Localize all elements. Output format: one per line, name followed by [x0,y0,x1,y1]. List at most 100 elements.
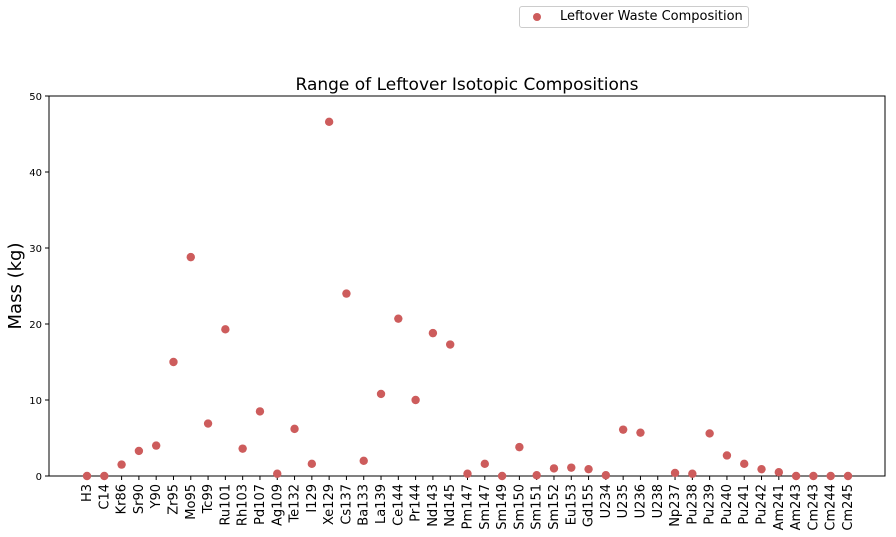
data-point [290,424,299,434]
x-tick-label: Cm244 [824,484,839,531]
data-point [324,117,334,127]
data-point [584,464,593,474]
x-tick-label: Sm151 [530,484,545,530]
x-tick-label: Sr90 [132,484,147,514]
x-tick-label: H3 [80,484,95,502]
data-point [636,428,645,437]
data-point [567,463,576,472]
y-tick-label: 50 [29,92,42,103]
data-point [688,469,697,478]
data-point [342,289,351,298]
data-point [722,451,732,460]
x-tick-label: U235 [616,484,631,518]
y-tick-label: 20 [29,320,42,331]
x-tick-label: Pd107 [253,484,268,525]
x-tick-label: Xe129 [322,484,337,525]
y-tick-label: 40 [29,168,42,179]
x-tick-label: Kr86 [115,484,130,514]
x-tick-label: Ag109 [270,484,285,526]
y-tick-label: 30 [29,244,42,255]
x-tick-label: Gd155 [582,484,597,527]
x-tick-label: Pu242 [755,484,770,525]
data-point [203,419,213,428]
data-point [757,464,766,474]
x-tick-label: Sm152 [547,484,562,530]
data-point [463,469,472,478]
x-tick-label: Pm147 [461,484,476,529]
data-point [549,464,559,473]
data-point [169,357,178,367]
data-point [307,459,317,469]
x-tick-label: U238 [651,484,666,518]
data-point [273,469,282,478]
x-tick-label: Rh103 [236,484,251,526]
data-point [774,468,784,477]
x-tick-label: Tc99 [201,484,216,514]
x-tick-label: U236 [633,484,648,518]
data-point [151,441,161,450]
x-tick-label: Am243 [789,484,804,530]
data-point [809,471,818,481]
y-axis-label: Mass (kg) [5,243,26,330]
x-tick-label: Pu239 [703,484,718,525]
data-point [376,389,386,399]
data-point [238,444,247,453]
data-point [134,446,144,456]
x-tick-label: Nd145 [443,484,458,527]
x-tick-label: Ce144 [391,484,406,526]
data-point [411,395,420,405]
x-tick-label: Sm149 [495,484,510,530]
data-point [446,340,455,349]
data-point [826,471,835,481]
plot-area-frame [48,95,886,477]
data-point [740,459,749,469]
y-tick-label: 0 [36,472,42,483]
data-point [255,407,265,416]
x-tick-label: Sm147 [478,484,493,530]
y-tick-label: 10 [29,396,42,407]
data-point [394,314,403,323]
x-tick-label: Pu241 [737,484,752,525]
x-tick-label: La139 [374,484,389,524]
data-point [359,456,368,465]
x-tick-label: Zr95 [166,484,181,515]
x-tick-label: U234 [599,484,614,518]
data-point [515,442,524,452]
x-tick-label: Pu240 [720,484,735,525]
x-tick-label: Te132 [288,484,303,524]
legend: Leftover Waste Composition [519,6,749,28]
x-tick-label: Cm245 [841,484,856,531]
data-point [497,471,507,481]
x-tick-label: Eu153 [564,484,579,525]
legend-marker [533,13,541,21]
x-tick-label: Cs137 [339,484,354,525]
data-point [186,252,195,262]
chart-title: Range of Leftover Isotopic Compositions [296,75,639,95]
data-point [428,328,438,338]
x-tick-label: Y90 [149,484,164,509]
data-point [791,471,801,481]
x-tick-label: Pu238 [685,484,700,525]
x-tick-label: Nd143 [426,484,441,527]
x-tick-label: Mo95 [184,484,199,520]
x-tick-label: Pr144 [409,484,424,522]
legend-label: Leftover Waste Composition [560,9,743,24]
data-point [532,471,541,480]
x-tick-label: Am241 [772,484,787,530]
data-point [618,425,628,434]
x-tick-label: Np237 [668,484,683,527]
x-tick-label: C14 [97,484,112,510]
data-point [221,325,230,334]
x-tick-label: I129 [305,484,320,513]
x-tick-label: Cm243 [806,484,821,531]
x-tick-label: Sm150 [512,484,527,530]
data-point [100,471,109,481]
x-tick-label: Ru101 [218,484,233,526]
data-point [117,460,126,469]
data-point [82,471,92,481]
data-point [670,468,680,478]
data-point [601,471,611,480]
data-point [705,429,714,438]
data-point [843,471,853,481]
